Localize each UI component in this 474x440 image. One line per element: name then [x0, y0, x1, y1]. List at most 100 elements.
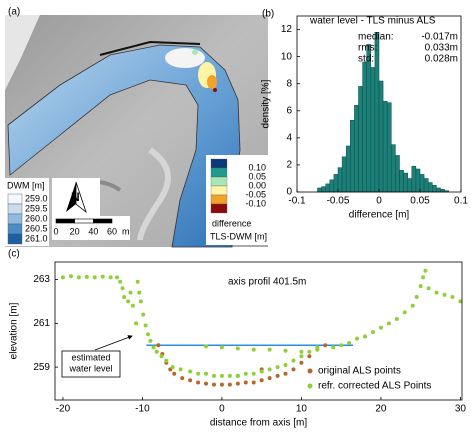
data-point [410, 303, 415, 308]
data-point [355, 336, 360, 341]
x-tick-label: -0.05 [327, 196, 350, 207]
difference-swatch [210, 158, 228, 169]
data-point [122, 295, 127, 300]
data-point [259, 378, 264, 383]
histogram-bar [350, 119, 355, 193]
histogram-bar [354, 105, 359, 193]
data-point [251, 380, 256, 385]
data-point [156, 343, 161, 348]
dwm-label: 259.5 [25, 203, 48, 213]
relief-ridge [137, 147, 171, 241]
data-point [363, 334, 368, 339]
data-point [235, 373, 240, 378]
data-point [307, 349, 312, 354]
stat-value: 0.033m [425, 43, 458, 54]
data-point [115, 275, 120, 280]
data-point [283, 348, 288, 353]
data-point [339, 343, 344, 348]
data-point [421, 275, 426, 280]
data-point [347, 341, 352, 346]
histogram-bar [382, 101, 388, 193]
data-point [227, 373, 232, 378]
data-point [423, 268, 428, 273]
data-point [227, 382, 232, 387]
data-point [151, 345, 156, 350]
histogram-bar [395, 155, 400, 193]
histogram-bar [321, 186, 326, 193]
data-point [267, 376, 272, 381]
relief-highlight [5, 15, 40, 90]
difference-swatch [210, 185, 228, 196]
y-tick-label: 259 [33, 362, 50, 373]
river-bank [99, 40, 201, 56]
annotation-box [61, 350, 121, 378]
data-point [138, 299, 143, 304]
x-tick-label: -20 [56, 404, 71, 415]
diff-cluster [192, 49, 198, 55]
dwm-label: 260.0 [25, 213, 48, 223]
data-point [251, 347, 256, 352]
data-point [299, 349, 304, 354]
data-point [188, 378, 193, 383]
diff-cluster [207, 75, 217, 89]
data-point [450, 295, 455, 300]
data-point [148, 338, 153, 343]
y-axis-label: density [%] [261, 79, 272, 128]
histogram-bar [370, 67, 376, 193]
data-point [323, 343, 328, 348]
histogram-bar [317, 187, 322, 193]
histogram-bar [419, 174, 425, 193]
dwm-swatch [7, 233, 23, 245]
histogram-bar [345, 145, 351, 193]
histogram-bar [337, 167, 343, 193]
difference-swatch [210, 203, 228, 214]
data-point [120, 286, 125, 291]
data-point [235, 381, 240, 386]
histogram-bar [423, 178, 429, 193]
dwm-swatch [7, 193, 23, 205]
data-point [126, 299, 131, 304]
stat-label: rms: [358, 43, 377, 54]
stat-label: std: [358, 54, 374, 65]
data-point [370, 330, 375, 335]
dwm-label: 261.0 [25, 233, 48, 243]
histogram-bar [436, 187, 441, 193]
histogram-bar [411, 166, 417, 193]
data-point [143, 323, 148, 328]
dwm-legend-title: DWM [m] [7, 180, 45, 190]
plot-frame [54, 261, 463, 401]
data-point [76, 275, 81, 280]
data-point [68, 274, 73, 279]
data-point [128, 290, 133, 295]
histogram-bar [403, 172, 408, 193]
scale-label: 60 [107, 226, 117, 236]
scale-bar: 0 20 40 60 m [53, 218, 130, 236]
data-point [188, 369, 193, 374]
diff-cluster [165, 48, 205, 68]
histogram-bar [415, 168, 421, 193]
difference-swatch [210, 194, 228, 205]
difference-label: -0.05 [245, 189, 266, 199]
data-point [243, 371, 248, 376]
north-label: N [71, 190, 80, 204]
data-point [211, 373, 216, 378]
y-tick-label: 6 [286, 105, 292, 116]
scale-label: 20 [70, 226, 80, 236]
data-point [283, 371, 288, 376]
histogram-bar [374, 31, 380, 193]
stat-value: 0.028m [425, 54, 458, 65]
data-point [414, 295, 419, 300]
panel-label: (b) [262, 9, 274, 20]
histogram-bar [329, 179, 335, 193]
y-tick-label: 12 [281, 24, 293, 35]
dwm-label: 259.0 [25, 193, 48, 203]
data-point [307, 354, 312, 359]
data-point [154, 349, 159, 354]
data-point [458, 299, 463, 304]
y-tick-label: 10 [281, 51, 293, 62]
data-point [164, 358, 169, 363]
data-point [84, 274, 89, 279]
annotation-arrow [94, 335, 133, 351]
histogram-bar [407, 178, 413, 193]
histogram-bar [341, 156, 347, 193]
